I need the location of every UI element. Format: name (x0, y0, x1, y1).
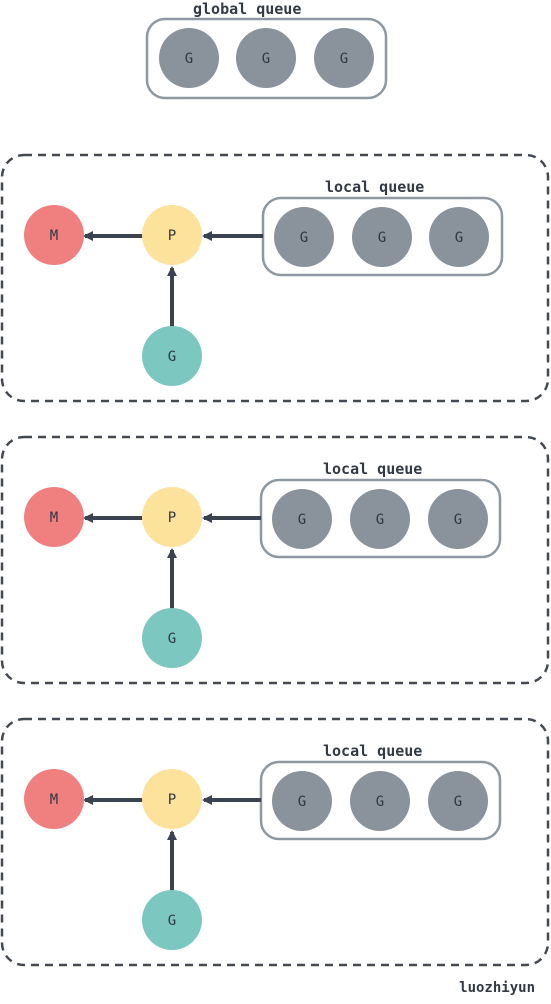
svg-text:M: M (50, 228, 58, 244)
local-queue-label-1: local queue (325, 178, 425, 196)
machine-node: M (24, 205, 84, 265)
svg-text:G: G (185, 51, 193, 67)
svg-text:G: G (298, 512, 306, 528)
svg-text:P: P (168, 792, 176, 808)
processor-node: P (142, 769, 202, 829)
processor-group-2: G G G M P G (0, 435, 550, 685)
processor-container (0, 435, 550, 685)
processor-container (0, 153, 550, 403)
running-goroutine-node: G (142, 890, 202, 950)
svg-text:G: G (376, 794, 384, 810)
svg-text:G: G (262, 51, 270, 67)
svg-text:G: G (376, 512, 384, 528)
svg-text:G: G (340, 51, 348, 67)
local-goroutine-2: G (352, 207, 412, 267)
svg-text:G: G (454, 512, 462, 528)
processor-container (0, 717, 550, 967)
global-goroutine-2: G (236, 28, 296, 88)
machine-node: M (24, 487, 84, 547)
global-goroutine-3: G (314, 28, 374, 88)
processor-group-3: G G G M P G (0, 717, 550, 967)
svg-text:P: P (168, 228, 176, 244)
local-queue-label-2: local queue (323, 460, 423, 478)
local-goroutine-1: G (272, 489, 332, 549)
svg-text:G: G (298, 794, 306, 810)
processor-node: P (142, 487, 202, 547)
svg-text:G: G (168, 631, 176, 647)
machine-node: M (24, 769, 84, 829)
svg-text:G: G (168, 913, 176, 929)
global-queue-box (145, 17, 388, 100)
processor-group-1: G G G M P G (0, 153, 550, 403)
global-queue-label: global queue (193, 0, 302, 18)
local-goroutine-3: G (428, 489, 488, 549)
svg-text:M: M (50, 510, 58, 526)
local-goroutine-1: G (272, 771, 332, 831)
global-goroutine-1: G (159, 28, 219, 88)
local-goroutine-2: G (350, 771, 410, 831)
processor-node: P (142, 205, 202, 265)
local-goroutine-2: G (350, 489, 410, 549)
local-goroutine-1: G (274, 207, 334, 267)
local-goroutine-3: G (429, 207, 489, 267)
svg-text:G: G (454, 794, 462, 810)
svg-text:G: G (300, 230, 308, 246)
watermark: luozhiyun (459, 980, 535, 996)
svg-text:M: M (50, 792, 58, 808)
svg-text:G: G (378, 230, 386, 246)
running-goroutine-node: G (142, 608, 202, 668)
svg-text:P: P (168, 510, 176, 526)
svg-text:G: G (168, 349, 176, 365)
local-queue-label-3: local queue (323, 742, 423, 760)
local-goroutine-3: G (428, 771, 488, 831)
svg-text:G: G (455, 230, 463, 246)
processor-groups: G G G M P G G G G M P G G G G M P G (0, 153, 550, 967)
running-goroutine-node: G (142, 326, 202, 386)
